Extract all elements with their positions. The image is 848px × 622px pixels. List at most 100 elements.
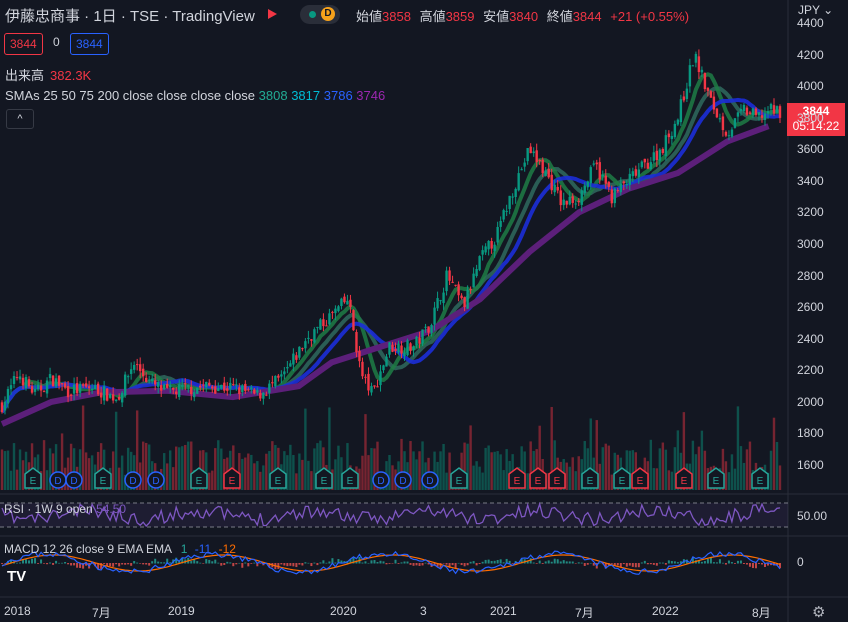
y-tick-label: 2600	[797, 300, 824, 315]
candle-body	[163, 384, 166, 390]
volume-bar	[337, 445, 340, 490]
sell-button[interactable]: 3844	[4, 33, 43, 55]
flag-icon[interactable]	[268, 9, 277, 19]
candle-body	[343, 296, 346, 303]
earnings-circle-icon	[421, 471, 439, 489]
macd-hist-bar	[253, 562, 256, 564]
macd-hist-bar	[661, 562, 664, 564]
macd-hist-bar	[4, 563, 7, 564]
macd-hist-bar	[259, 563, 262, 564]
candle-body	[550, 174, 553, 191]
volume-bar	[184, 444, 187, 490]
volume-bar	[117, 467, 121, 490]
earnings-letter: E	[321, 476, 328, 487]
candle-body	[196, 387, 199, 394]
volume-bar	[178, 447, 181, 490]
volume-bar	[493, 451, 496, 490]
macd-hist-bar	[145, 563, 148, 565]
candle-body	[760, 115, 764, 118]
macd-hist-bar	[484, 559, 487, 564]
macd-hist-bar	[25, 559, 28, 564]
macd-hist-bar	[310, 563, 313, 567]
macd-hist-bar	[454, 563, 457, 569]
volume-bar	[6, 450, 10, 490]
candle-body	[208, 382, 211, 386]
macd-hist-bar	[697, 559, 700, 564]
volume-bar	[319, 440, 322, 490]
candle-body	[445, 270, 448, 292]
macd-hist-bar	[505, 558, 508, 564]
macd-hist-bar	[220, 563, 223, 566]
macd-hist-bar	[208, 559, 211, 564]
volume-bar	[466, 443, 469, 490]
candle-body	[289, 363, 292, 367]
volume-bar	[217, 440, 220, 490]
macd-hist-bar	[559, 561, 562, 564]
macd-hist-bar	[730, 562, 733, 564]
macd-hist-bar	[352, 557, 355, 564]
macd-hist-bar	[409, 563, 412, 565]
symbol-title[interactable]: 伊藤忠商事 · 1日 · TSE · TradingView	[5, 8, 255, 25]
volume-bar	[250, 454, 253, 490]
candle-body	[283, 371, 286, 375]
macd-hist-bar	[448, 563, 451, 568]
volume-bar	[745, 449, 749, 490]
macd-hist-bar	[547, 560, 550, 564]
candle-body	[262, 392, 265, 399]
candle-body	[382, 365, 385, 371]
currency-menu[interactable]: JPY ⌄	[798, 3, 834, 17]
macd-hist-bar	[199, 562, 202, 564]
candle-body	[172, 387, 175, 390]
earnings-letter: E	[514, 476, 521, 487]
x-tick-label: 3	[420, 604, 427, 618]
macd-hist-bar	[100, 563, 103, 569]
volume-bar	[256, 461, 259, 490]
y-tick-label: 1600	[797, 458, 824, 472]
candle-body	[346, 300, 349, 305]
volume-bar	[15, 469, 19, 490]
macd-hist-bar	[739, 560, 742, 564]
rsi-legend[interactable]: RSI · 1W 9 open 54.50	[4, 502, 127, 516]
candle-body	[508, 195, 511, 209]
candle-body	[178, 384, 181, 397]
candle-body	[424, 326, 427, 328]
macd-hist-bar	[779, 563, 781, 569]
macd-hist-bar	[277, 563, 280, 569]
macd-hist-bar	[328, 561, 331, 564]
buy-button[interactable]: 3844	[70, 33, 109, 55]
tradingview-logo-icon[interactable]: TV	[7, 568, 27, 585]
macd-hist-bar	[475, 563, 478, 566]
candle-body	[397, 343, 400, 353]
macd-hist-bar	[166, 558, 169, 564]
candle-body	[93, 385, 97, 390]
candle-body	[664, 135, 668, 157]
collapse-legend-button[interactable]: ^	[6, 109, 34, 129]
volume-bar	[697, 446, 701, 490]
macd-hist-bar	[355, 560, 358, 564]
macd-hist-bar	[487, 559, 490, 564]
volume-bar	[664, 449, 668, 490]
candle-body	[328, 313, 331, 325]
earnings-circle-icon	[394, 471, 412, 489]
volume-bar	[607, 445, 610, 490]
macd-legend[interactable]: MACD 12 26 close 9 EMA EMA 1 -11 -12	[4, 542, 236, 556]
market-status-pill[interactable]: D	[300, 5, 340, 24]
volume-bar	[3, 451, 7, 490]
settings-gear-icon[interactable]: ⚙	[812, 604, 826, 621]
candle-body	[241, 385, 244, 393]
macd-hist-bar	[529, 558, 532, 564]
macd-hist-bar	[511, 563, 514, 564]
macd-hist-bar	[91, 563, 94, 564]
candle-body	[625, 183, 629, 186]
sma-legend[interactable]: SMAs 25 50 75 200 close close close clos…	[5, 88, 386, 103]
macd-hist-bar	[526, 560, 529, 564]
volume-bar	[169, 450, 172, 490]
macd-hist-bar	[226, 561, 229, 564]
volume-bar	[12, 443, 16, 490]
macd-hist-bar	[658, 562, 661, 564]
candle-body	[99, 392, 103, 398]
candle-body	[742, 104, 746, 112]
volume-legend[interactable]: 出来高 382.3K	[5, 68, 92, 83]
macd-hist-bar	[520, 558, 523, 564]
